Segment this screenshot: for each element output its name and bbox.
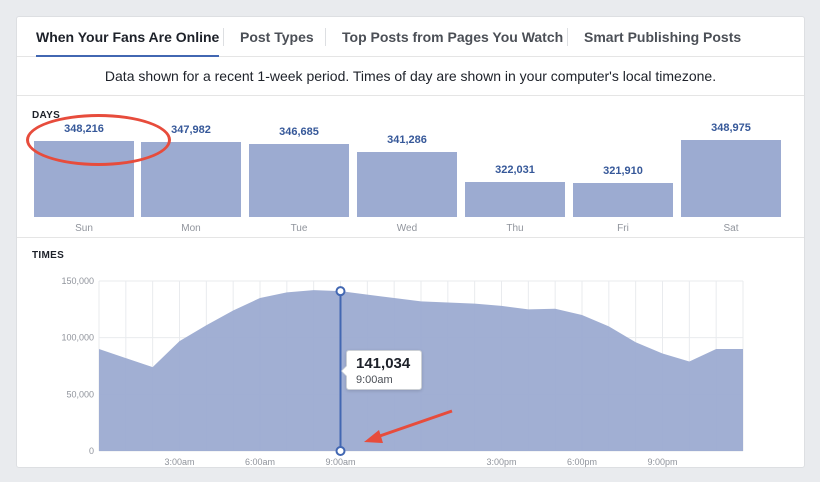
x-tick-label: 3:00am: [164, 457, 194, 467]
section-divider: [17, 237, 804, 238]
x-tick-label: 3:00pm: [486, 457, 516, 467]
day-bar: [249, 143, 349, 217]
tab-separator: [325, 28, 326, 46]
tab-bar: When Your Fans Are Online Post Types Top…: [17, 17, 804, 57]
day-value-label: 347,982: [171, 123, 211, 136]
day-name-label: Mon: [181, 223, 201, 234]
times-section-label: TIMES: [32, 250, 65, 261]
tab-when-fans-online[interactable]: When Your Fans Are Online: [36, 17, 220, 57]
day-column-fri[interactable]: 321,910 Fri: [573, 17, 673, 237]
day-bar: [573, 182, 673, 217]
hover-tooltip: 141,034 9:00am: [341, 350, 422, 390]
tab-separator: [223, 28, 224, 46]
tooltip-value: 141,034: [356, 355, 411, 372]
highlight-point-bottom: [335, 446, 346, 456]
day-bar: [357, 152, 457, 217]
tab-smart-publishing-posts[interactable]: Smart Publishing Posts: [584, 29, 742, 45]
day-name-label: Tue: [290, 223, 308, 234]
annotation-circle: [26, 114, 171, 166]
day-column-sat[interactable]: 348,975 Sat: [681, 17, 781, 237]
day-value-label: 341,286: [387, 134, 427, 147]
tab-top-posts-pages-you-watch[interactable]: Top Posts from Pages You Watch: [342, 29, 564, 45]
day-name-label: Sun: [75, 223, 93, 234]
y-tick-label: 0: [89, 446, 94, 456]
y-tick-label: 100,000: [61, 333, 94, 343]
x-tick-label: 6:00pm: [567, 457, 597, 467]
timezone-info-text: Data shown for a recent 1-week period. T…: [17, 57, 804, 96]
day-bar: [681, 140, 781, 217]
annotation-arrow-shaft: [373, 409, 453, 440]
day-value-label: 322,031: [495, 164, 535, 177]
y-tick-label: 50,000: [66, 389, 94, 399]
days-section-label: DAYS: [32, 110, 61, 121]
y-tick-label: 150,000: [61, 276, 94, 286]
day-column-thu[interactable]: 322,031 Thu: [465, 17, 565, 237]
tooltip-time: 9:00am: [356, 374, 393, 386]
day-name-label: Sat: [723, 223, 739, 234]
day-value-label: 321,910: [603, 164, 643, 177]
day-column-wed[interactable]: 341,286 Wed: [357, 17, 457, 237]
x-tick-label: 9:00pm: [647, 457, 677, 467]
tab-post-types[interactable]: Post Types: [240, 29, 314, 45]
day-name-label: Fri: [617, 223, 629, 234]
day-name-label: Thu: [506, 223, 524, 234]
day-value-label: 348,975: [711, 122, 751, 134]
highlight-point-top: [335, 286, 346, 297]
day-column-tue[interactable]: 346,685 Tue: [249, 17, 349, 237]
tab-separator: [567, 28, 568, 46]
x-tick-label: 6:00am: [245, 457, 275, 467]
x-tick-label: 9:00am: [325, 457, 355, 467]
day-value-label: 346,685: [279, 125, 319, 138]
day-bar: [465, 182, 565, 217]
audience-online-panel: When Your Fans Are Online Post Types Top…: [16, 16, 805, 468]
day-name-label: Wed: [396, 223, 418, 234]
annotation-arrow-head: [364, 430, 383, 443]
